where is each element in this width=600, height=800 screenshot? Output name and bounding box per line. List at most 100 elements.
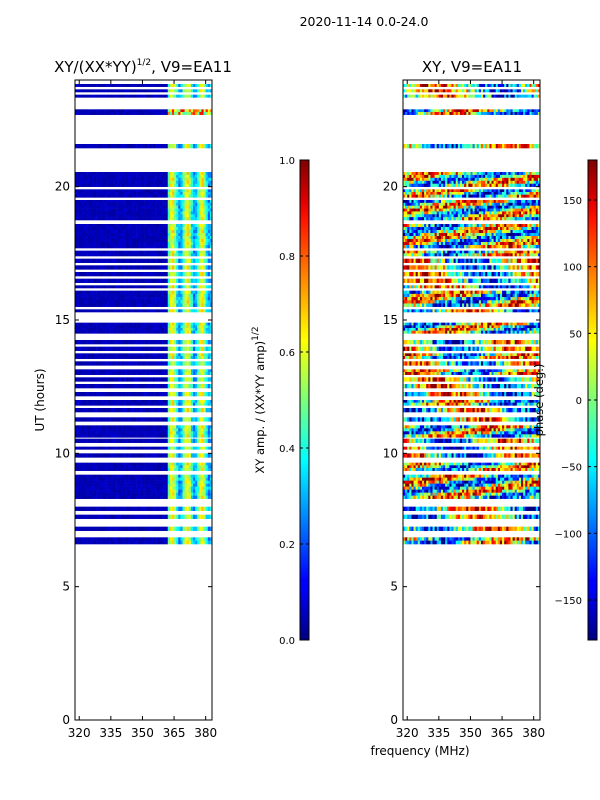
heatmap-cell: [134, 514, 137, 519]
heatmap-cell: [75, 425, 78, 429]
heatmap-cell: [127, 309, 131, 313]
heatmap-cell: [159, 265, 162, 270]
heatmap-cell: [201, 303, 204, 307]
heatmap-cell: [110, 434, 114, 438]
heatmap-cell: [190, 330, 194, 334]
heatmap-cell: [180, 250, 183, 254]
heatmap-cell: [127, 483, 131, 487]
heatmap-cell: [197, 200, 200, 204]
heatmap-cell: [129, 172, 133, 176]
heatmap-cell: [199, 495, 202, 499]
heatmap-cell: [119, 278, 122, 283]
heatmap-cell: [190, 384, 194, 389]
heatmap-cell: [148, 172, 152, 176]
heatmap-cell: [87, 480, 91, 484]
heatmap-cell: [136, 492, 139, 496]
heatmap-cell: [93, 214, 97, 218]
heatmap-cell: [108, 477, 112, 481]
heatmap-cell: [136, 361, 139, 366]
heatmap-cell: [75, 200, 78, 204]
heatmap-cell: [155, 361, 158, 366]
heatmap-cell: [134, 438, 137, 443]
heatmap-cell: [83, 258, 86, 263]
heatmap-cell: [117, 217, 120, 221]
heatmap-cell: [100, 194, 103, 198]
heatmap-cell: [91, 297, 95, 301]
heatmap-cell: [155, 265, 158, 270]
heatmap-cell: [127, 392, 131, 397]
heatmap-cell: [117, 192, 120, 195]
heatmap-cell: [96, 369, 99, 373]
heatmap-cell: [140, 361, 143, 366]
heatmap-cell: [112, 242, 116, 246]
heatmap-cell: [190, 278, 194, 283]
heatmap-cell: [81, 417, 84, 422]
heatmap-cell: [102, 217, 105, 221]
heatmap-cell: [110, 477, 114, 481]
heatmap-cell: [136, 402, 139, 406]
heatmap-cell: [178, 465, 181, 469]
heatmap-cell: [205, 526, 209, 531]
heatmap-cell: [112, 537, 116, 541]
heatmap-cell: [136, 506, 139, 511]
heatmap-cell: [121, 300, 124, 304]
heatmap-cell: [144, 514, 147, 519]
heatmap-cell: [112, 408, 116, 413]
heatmap-cell: [195, 417, 198, 422]
heatmap-cell: [190, 242, 194, 246]
heatmap-cell: [171, 290, 175, 295]
heatmap-cell: [201, 172, 204, 176]
heatmap-cell: [115, 417, 118, 422]
heatmap-cell: [201, 468, 204, 471]
heatmap-cell: [77, 272, 80, 277]
heatmap-cell: [131, 428, 135, 432]
heatmap-cell: [104, 438, 107, 443]
heatmap-cell: [161, 483, 164, 487]
heatmap-cell: [96, 356, 99, 359]
heatmap-cell: [165, 346, 169, 351]
heatmap-cell: [127, 495, 131, 499]
heatmap-cell: [163, 194, 166, 198]
heatmap-cell: [163, 192, 166, 195]
heatmap-cell: [117, 233, 120, 237]
heatmap-cell: [150, 428, 154, 432]
heatmap-cell: [136, 174, 139, 179]
heatmap-cell: [96, 453, 99, 458]
heatmap-cell: [115, 408, 118, 413]
heatmap-cell: [123, 309, 126, 313]
heatmap-cell: [174, 230, 177, 234]
heatmap-cell: [146, 377, 150, 382]
heatmap-cell: [123, 537, 126, 541]
heatmap-cell: [77, 200, 80, 204]
heatmap-cell: [81, 346, 84, 351]
heatmap-cell: [127, 300, 131, 304]
heatmap-cell: [155, 480, 158, 484]
heatmap-cell: [207, 214, 211, 218]
heatmap-cell: [100, 242, 103, 246]
heatmap-cell: [157, 265, 160, 270]
heatmap-cell: [207, 431, 211, 435]
heatmap-cell: [190, 239, 194, 243]
heatmap-cell: [127, 303, 131, 307]
heatmap-cell: [89, 340, 93, 345]
heatmap-cell: [209, 492, 213, 496]
heatmap-cell: [91, 465, 95, 469]
heatmap-cell: [176, 174, 179, 179]
heatmap-cell: [138, 300, 141, 304]
heatmap-cell: [182, 236, 185, 240]
heatmap-cell: [106, 431, 110, 435]
heatmap-cell: [110, 189, 114, 193]
heatmap-cell: [201, 361, 204, 366]
heatmap-cell: [129, 356, 133, 359]
heatmap-cell: [178, 462, 181, 466]
heatmap-cell: [150, 227, 154, 231]
heatmap-cell: [195, 265, 198, 270]
heatmap-cell: [140, 236, 143, 240]
heatmap-cell: [195, 211, 198, 215]
heatmap-cell: [140, 438, 143, 443]
heatmap-cell: [96, 253, 99, 257]
heatmap-cell: [119, 486, 122, 490]
heatmap-cell: [209, 322, 213, 326]
heatmap-cell: [96, 250, 99, 254]
heatmap-cell: [155, 233, 158, 237]
